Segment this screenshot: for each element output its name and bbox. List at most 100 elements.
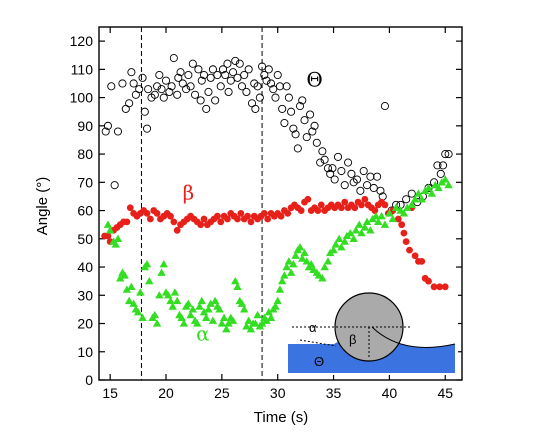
data-point-filled-circle [277, 212, 285, 220]
data-point-open-circle [269, 85, 278, 94]
data-point-triangle [136, 288, 145, 296]
y-tick-label: 30 [77, 287, 93, 303]
data-point-triangle [277, 276, 287, 285]
data-point-filled-circle [418, 257, 426, 265]
data-point-triangle [168, 302, 177, 310]
data-point-open-circle [127, 68, 136, 77]
inset-theta-label: Θ [314, 354, 324, 369]
data-point-open-circle [282, 82, 291, 91]
data-point-open-circle [159, 93, 168, 102]
data-point-triangle [441, 175, 450, 183]
data-point-open-circle [231, 56, 240, 65]
data-point-open-circle [402, 195, 411, 204]
data-point-open-circle [258, 62, 267, 71]
data-point-triangle [217, 319, 227, 327]
data-point-triangle [157, 268, 166, 276]
data-point-open-circle [359, 166, 368, 176]
data-point-open-circle [356, 186, 365, 195]
data-point-triangle [407, 200, 416, 209]
y-tick-label: 0 [85, 372, 93, 388]
data-point-triangle [127, 282, 136, 290]
data-point-triangle [142, 260, 152, 268]
series-0 [101, 54, 453, 215]
data-point-open-circle [157, 85, 166, 94]
data-point-open-circle [280, 118, 289, 128]
annotations: Θβ α [183, 67, 323, 345]
data-point-open-circle [165, 87, 174, 97]
data-point-open-circle [347, 169, 356, 178]
y-axis-label: Angle (°) [34, 177, 51, 236]
data-point-filled-circle [297, 207, 305, 214]
data-point-triangle [195, 302, 204, 310]
data-point-triangle [377, 212, 386, 220]
y-tick-label: 50 [77, 231, 93, 247]
data-point-filled-circle [361, 195, 369, 203]
data-point-triangle [172, 296, 182, 305]
data-point-triangle [340, 237, 349, 245]
data-point-triangle [307, 260, 316, 268]
data-point-filled-circle [351, 204, 359, 212]
data-point-triangle [262, 316, 271, 324]
data-point-triangle [391, 203, 401, 211]
data-point-triangle [202, 313, 211, 322]
data-point-open-circle [320, 155, 329, 164]
data-point-filled-circle [314, 207, 322, 214]
data-point-open-circle [182, 85, 191, 94]
data-point-open-circle [255, 93, 264, 102]
data-point-filled-circle [237, 209, 245, 217]
data-point-open-circle [223, 59, 232, 68]
data-point-triangle [166, 296, 175, 305]
data-point-open-circle [300, 116, 309, 125]
data-point-triangle [414, 189, 423, 197]
data-point-open-circle [138, 73, 147, 82]
data-point-open-circle [260, 70, 269, 80]
data-point-triangle [323, 257, 333, 265]
data-point-open-circle [302, 133, 311, 142]
y-axis-ticks: 0 10 20 30 40 50 60 70 80 90 100 110 120 [70, 33, 462, 388]
data-point-open-circle [155, 70, 164, 80]
data-point-open-circle [240, 70, 249, 80]
series-annotation: β [183, 180, 195, 204]
data-point-triangle [138, 313, 147, 322]
data-point-triangle [240, 305, 249, 313]
data-point-filled-circle [358, 201, 365, 209]
data-point-open-circle [251, 104, 260, 113]
data-point-open-circle [199, 70, 209, 80]
data-point-triangle [264, 308, 273, 316]
data-point-filled-circle [402, 238, 410, 246]
data-point-triangle [257, 319, 267, 327]
data-point-triangle [122, 285, 132, 293]
data-point-filled-circle [441, 283, 449, 291]
data-point-open-circle [306, 110, 315, 119]
data-point-triangle [417, 195, 426, 203]
data-point-filled-circle [341, 198, 349, 206]
data-point-triangle [275, 285, 285, 293]
series-annotation: Θ [306, 67, 322, 91]
data-point-triangle [253, 310, 262, 319]
data-point-triangle [291, 251, 300, 259]
data-point-open-circle [135, 85, 144, 94]
data-point-triangle [337, 243, 346, 251]
data-point-open-circle [144, 85, 153, 94]
data-point-triangle [210, 296, 220, 305]
data-point-filled-circle [217, 218, 225, 226]
data-point-filled-circle [224, 215, 231, 223]
data-point-open-circle [233, 73, 242, 82]
data-point-open-circle [380, 102, 389, 111]
data-point-filled-circle [317, 201, 325, 209]
data-point-triangle [170, 288, 180, 296]
data-point-filled-circle [167, 212, 174, 220]
x-axis-ticks: 15 20 25 30 35 40 45 [102, 27, 453, 401]
data-point-filled-circle [247, 218, 255, 226]
data-point-triangle [380, 220, 390, 228]
data-point-open-circle [298, 96, 307, 105]
data-point-open-circle [275, 82, 284, 91]
data-point-triangle [222, 324, 231, 333]
data-point-triangle [159, 260, 168, 268]
data-point-triangle [271, 302, 280, 310]
y-tick-label: 120 [70, 33, 94, 49]
data-point-triangle [129, 299, 138, 307]
y-tick-label: 10 [77, 344, 93, 360]
data-point-open-circle [237, 82, 247, 91]
data-point-triangle [282, 262, 291, 271]
